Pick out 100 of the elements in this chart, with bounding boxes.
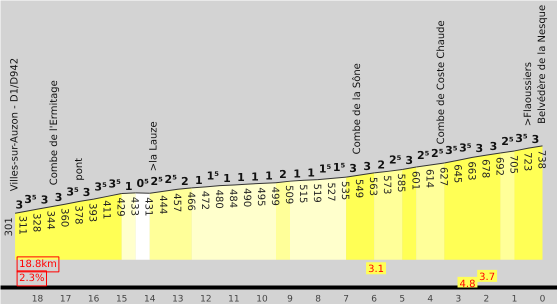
data-label: 519 <box>311 184 322 203</box>
annotation: 3.1 <box>368 264 384 276</box>
data-label: 601 <box>409 170 420 190</box>
annotation: 1 <box>124 180 133 193</box>
annotation: 0⁵ <box>136 176 150 190</box>
annotation: 2 <box>180 174 189 188</box>
annotation: 2⁵ <box>501 134 514 148</box>
data-label: 393 <box>86 203 98 222</box>
annotation: 3 <box>40 194 48 207</box>
x-tick-label: 7 <box>343 294 349 304</box>
annotation: 3 <box>82 186 90 200</box>
data-label: 705 <box>507 154 518 174</box>
data-label: 378 <box>72 205 84 224</box>
x-tick-label: 10 <box>256 294 268 304</box>
annotation: 1 <box>195 174 203 187</box>
data-label: 433 <box>128 196 140 216</box>
data-label: 431 <box>142 197 154 216</box>
data-label: 509 <box>283 185 294 204</box>
annotation: 3⁵ <box>459 141 472 154</box>
data-label: 723 <box>521 152 532 172</box>
data-label: 645 <box>451 164 462 184</box>
data-label: 527 <box>325 182 336 202</box>
annotation: 1⁵ <box>318 162 332 176</box>
data-label: 535 <box>339 181 350 200</box>
data-label: 738 <box>535 150 546 169</box>
data-label: 499 <box>268 186 280 206</box>
x-tick-label: 9 <box>287 294 294 304</box>
annotation: 1 <box>307 166 315 180</box>
annotation: 2⁵ <box>150 175 164 188</box>
annotation: 2.3% <box>19 272 44 284</box>
annotation: 2⁵ <box>164 173 178 186</box>
annotation: 3 <box>532 132 540 146</box>
annotation: 3⁵ <box>515 132 528 146</box>
annotation: 3 <box>15 198 24 212</box>
annotation: Combe de la Sône <box>352 63 363 154</box>
data-label: 444 <box>156 195 168 214</box>
x-tick-label: 3 <box>455 294 462 304</box>
x-tick-label: 16 <box>88 294 100 304</box>
annotation: 3⁵ <box>445 144 458 158</box>
annotation: Combe de l'Ermitage <box>48 80 60 186</box>
annotation: 3 <box>490 140 498 153</box>
x-tick-label: 8 <box>315 294 322 304</box>
data-label: 627 <box>437 166 448 186</box>
x-tick-label: 13 <box>172 294 184 304</box>
annotation: 1⁵ <box>332 161 346 174</box>
x-tick-label: 12 <box>200 294 212 304</box>
annotation: 3 <box>54 191 62 204</box>
annotation: >la Lauze <box>148 121 160 172</box>
x-tick-label: 18 <box>32 294 44 304</box>
x-tick-label: 15 <box>116 294 128 304</box>
annotation: 2 <box>279 168 287 182</box>
data-label: 429 <box>114 198 126 217</box>
data-label: 515 <box>297 184 308 204</box>
data-label: 585 <box>395 173 406 193</box>
annotation: 2⁵ <box>388 153 402 166</box>
annotation: 3 <box>363 160 371 173</box>
annotation: 2⁵ <box>431 146 444 160</box>
annotation: 2⁵ <box>417 148 430 162</box>
annotation: 1⁵ <box>206 170 220 183</box>
data-label: 678 <box>479 159 490 178</box>
data-label: 692 <box>493 156 504 176</box>
annotation: 3⁵ <box>94 180 108 194</box>
data-label: 490 <box>240 188 252 208</box>
annotation: Villes-sur-Auzon - D1/D942 <box>10 58 21 192</box>
annotation: 3 <box>476 142 484 156</box>
annotation: 3 <box>405 154 414 167</box>
data-label: 344 <box>44 210 56 230</box>
annotation: Combe de Coste Chaude <box>436 20 447 144</box>
annotation: 3 <box>349 162 357 176</box>
data-label: 328 <box>30 213 42 232</box>
annotation: 3⁵ <box>108 178 122 191</box>
data-label: 411 <box>100 200 112 220</box>
annotation: 1 <box>223 172 231 186</box>
annotation: 18.8km <box>19 258 57 270</box>
data-label: 663 <box>465 161 476 181</box>
x-tick-label: 1 <box>512 294 518 304</box>
x-tick-label: 6 <box>371 294 378 304</box>
annotation: pont <box>74 158 86 181</box>
x-tick-label: 2 <box>484 294 490 304</box>
data-label: 614 <box>423 168 434 188</box>
annotation: 3⁵ <box>66 185 80 198</box>
x-tick-label: 0 <box>540 294 546 304</box>
annotation: 1 <box>237 171 245 184</box>
annotation: 3⁵ <box>24 193 37 206</box>
x-tick-label: 11 <box>228 294 240 304</box>
data-label: 549 <box>353 179 364 198</box>
annotation: 4.8 <box>460 278 476 290</box>
data-label: 563 <box>367 176 378 196</box>
data-label: 360 <box>58 208 70 228</box>
annotation: 1 <box>251 170 259 184</box>
annotation: Belvédère de la Nesque <box>536 4 548 124</box>
data-label: 484 <box>226 189 238 208</box>
data-label: 466 <box>184 192 196 211</box>
annotation: 3.7 <box>479 272 496 283</box>
annotation: 1 <box>293 167 301 180</box>
data-label: 301 <box>4 217 16 236</box>
annotation: >Flaoussiers <box>522 62 534 126</box>
annotation: 1 <box>265 170 273 183</box>
data-label: 480 <box>212 190 224 209</box>
annotation: 2 <box>377 158 386 172</box>
